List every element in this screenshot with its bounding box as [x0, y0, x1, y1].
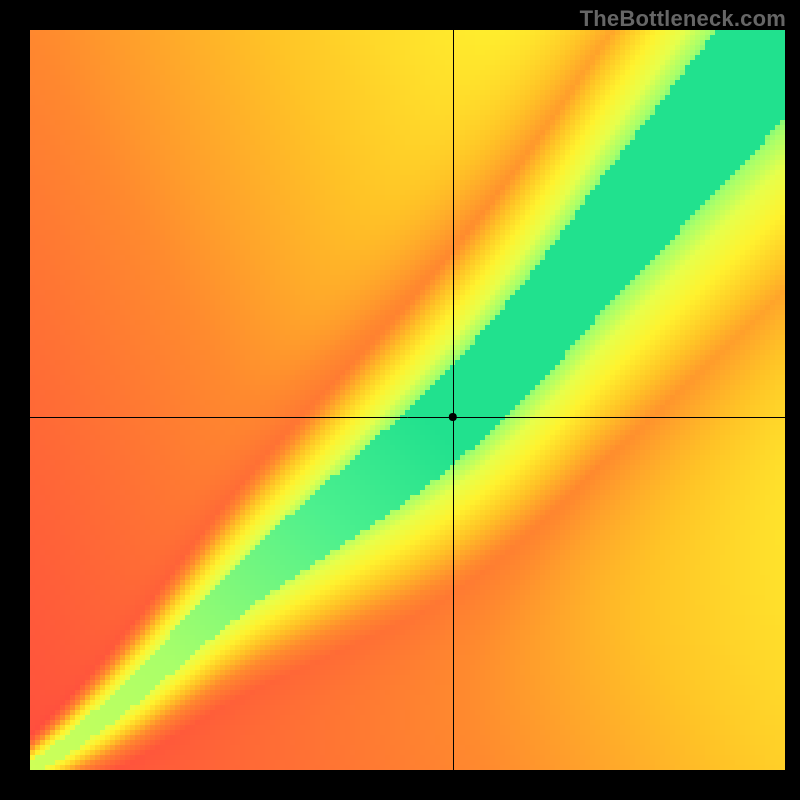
bottleneck-heatmap-canvas — [0, 0, 800, 800]
watermark-text: TheBottleneck.com — [580, 6, 786, 32]
stage: TheBottleneck.com — [0, 0, 800, 800]
